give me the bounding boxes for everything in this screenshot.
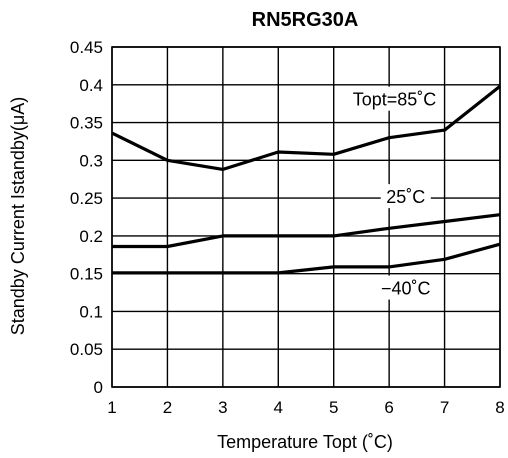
x-tick-label: 3: [218, 398, 227, 417]
y-tick-label: 0.05: [70, 340, 103, 359]
series-group: [111, 85, 501, 275]
series-labels: Topt=85˚C 25˚C −40˚C: [340, 86, 441, 300]
series-label-25c: 25˚C: [386, 187, 425, 207]
plot-frame: [111, 46, 501, 388]
x-tick-label: 2: [163, 398, 172, 417]
x-tick-label: 5: [329, 398, 338, 417]
series-label-background: [380, 184, 431, 209]
x-tick-label: 8: [495, 398, 504, 417]
y-tick-label: 0: [94, 378, 103, 397]
series-line-minus-40c: [112, 242, 501, 275]
y-tick-label: 0.2: [79, 227, 103, 246]
x-tick-label: 4: [274, 398, 283, 417]
y-axis-label: Standby Current Istandby(μA): [8, 97, 28, 335]
x-tick-label: 6: [384, 398, 393, 417]
y-tick-label: 0.25: [70, 189, 103, 208]
y-tick-label: 0.3: [79, 151, 103, 170]
series-label-background: [340, 86, 441, 111]
y-axis-ticks: 0 0.05 0.1 0.15 0.2 0.25 0.3 0.35 0.4 0.45: [70, 38, 103, 397]
y-tick-label: 0.15: [70, 265, 103, 284]
y-tick-label: 0.4: [79, 76, 103, 95]
grid: [111, 46, 501, 388]
x-axis-label: Temperature Topt (˚C): [217, 432, 393, 452]
series-label-background: [375, 275, 436, 300]
series-label-minus-40c: −40˚C: [381, 279, 431, 299]
x-tick-label: 7: [440, 398, 449, 417]
x-tick-label: 1: [107, 398, 116, 417]
series-label-85c: Topt=85˚C: [353, 90, 437, 110]
series-line-25c: [112, 213, 501, 249]
y-tick-label: 0.1: [79, 302, 103, 321]
x-axis-ticks: 1 2 3 4 5 6 7 8: [107, 398, 504, 417]
chart-title: RN5RG30A: [252, 9, 359, 31]
series-line-85c: [111, 85, 501, 171]
y-tick-label: 0.45: [70, 38, 103, 57]
y-tick-label: 0.35: [70, 114, 103, 133]
